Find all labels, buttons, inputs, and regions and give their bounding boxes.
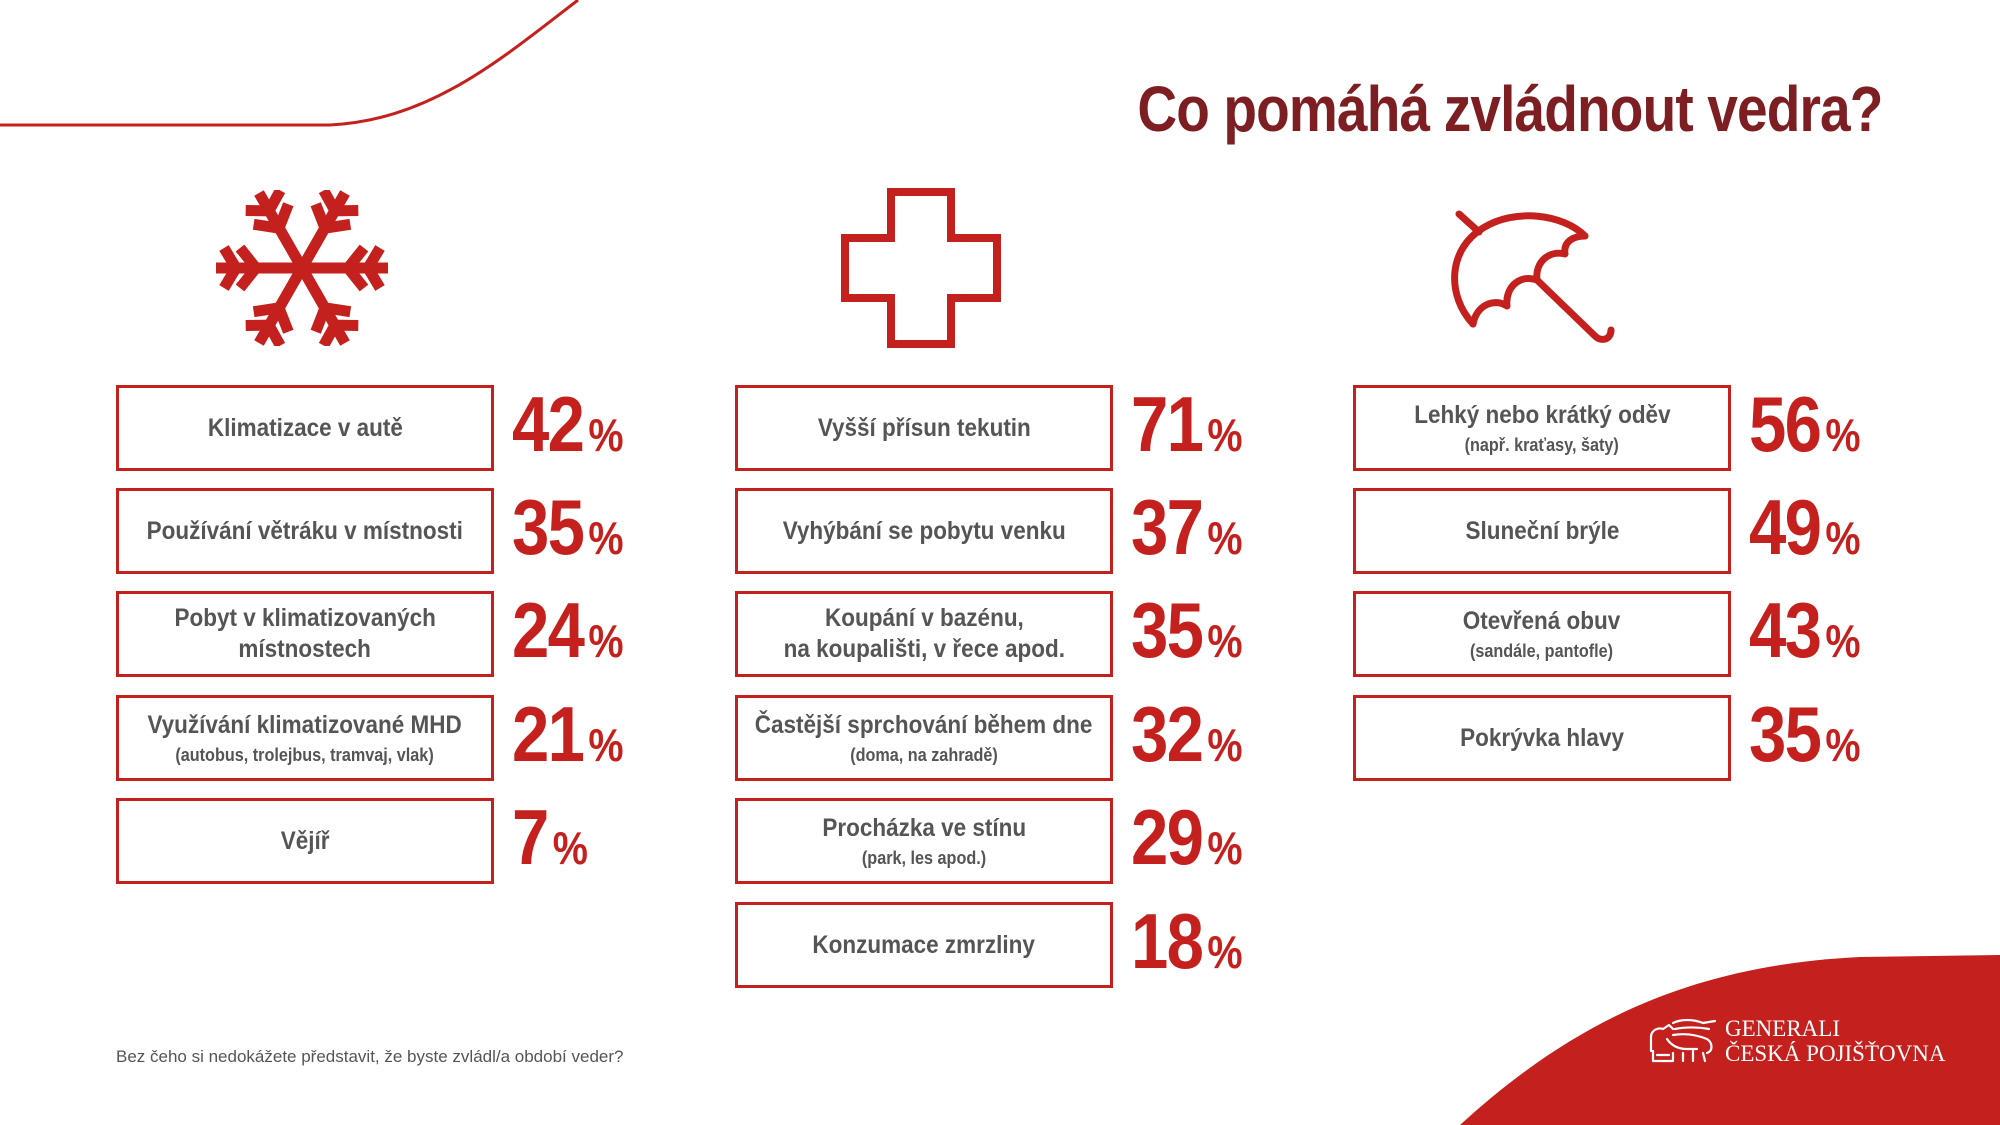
list-item: Procházka ve stínu (park, les apod.) 29% <box>735 793 1295 884</box>
item-label: Využívání klimatizované MHD <box>147 710 463 739</box>
item-percentage: 49% <box>1749 483 1861 571</box>
item-label: Sluneční brýle <box>1465 516 1619 545</box>
list-item: Konzumace zmrzliny 18% <box>735 897 1295 988</box>
umbrella-icon <box>1451 210 1615 343</box>
list-item: Častější sprchování během dne (doma, na … <box>735 690 1295 781</box>
item-box: Konzumace zmrzliny <box>735 902 1113 988</box>
item-sublabel: (park, les apod.) <box>861 847 987 868</box>
lion-logo-icon <box>1649 1018 1717 1063</box>
decorative-curve <box>0 0 579 127</box>
item-box: Koupání v bazénu, na koupališti, v řece … <box>735 591 1113 677</box>
item-sublabel: (doma, na zahradě) <box>850 744 998 765</box>
item-label-line2: místnostech <box>238 635 372 663</box>
item-percentage: 56% <box>1749 380 1861 468</box>
item-label: Klimatizace v autě <box>207 413 403 442</box>
list-item: Vějíř 7% <box>116 793 676 884</box>
item-label: Pobyt v klimatizovaných <box>174 604 436 632</box>
item-label: Koupání v bazénu, <box>824 604 1024 632</box>
medical-cross-icon <box>841 188 1001 348</box>
item-percentage: 71% <box>1131 380 1243 468</box>
logo-line1: GENERALI <box>1725 1016 1840 1041</box>
item-box: Otevřená obuv (sandále, pantofle) <box>1353 591 1731 677</box>
item-label: Častější sprchování během dne <box>755 710 1093 739</box>
item-percentage: 18% <box>1131 897 1243 985</box>
item-label: Používání větráku v místnosti <box>146 516 464 545</box>
item-percentage: 43% <box>1749 586 1861 674</box>
item-label: Vyhýbání se pobytu venku <box>782 516 1066 545</box>
item-box: Pokrývka hlavy <box>1353 695 1731 781</box>
item-percentage: 35% <box>1749 690 1861 778</box>
item-label: Vyšší přísun tekutin <box>817 413 1031 442</box>
item-percentage: 42% <box>512 380 624 468</box>
item-percentage: 24% <box>512 586 624 674</box>
generali-logo: GENERALI ČESKÁ POJIŠŤOVNA <box>1643 1016 1945 1066</box>
item-label: Lehký nebo krátký oděv <box>1413 400 1671 429</box>
list-item: Využívání klimatizované MHD (autobus, tr… <box>116 690 676 781</box>
list-item: Klimatizace v autě 42% <box>116 380 676 471</box>
item-box: Klimatizace v autě <box>116 385 494 471</box>
item-box: Vyhýbání se pobytu venku <box>735 488 1113 574</box>
item-percentage: 7% <box>512 793 588 881</box>
list-item: Pokrývka hlavy 35% <box>1353 690 1913 781</box>
item-label-line2: na koupališti, v řece apod. <box>783 635 1065 663</box>
page-title: Co pomáhá zvládnout vedra? <box>1137 73 1884 145</box>
item-label: Otevřená obuv <box>1463 606 1621 635</box>
item-label: Konzumace zmrzliny <box>812 930 1036 959</box>
list-item: Lehký nebo krátký oděv (např. kraťasy, š… <box>1353 380 1913 471</box>
item-sublabel: (autobus, trolejbus, tramvaj, vlak) <box>175 744 435 765</box>
item-sublabel: (sandále, pantofle) <box>1470 640 1614 661</box>
list-item: Sluneční brýle 49% <box>1353 483 1913 574</box>
item-percentage: 21% <box>512 690 624 778</box>
list-item: Vyšší přísun tekutin 71% <box>735 380 1295 471</box>
item-percentage: 35% <box>512 483 624 571</box>
logo-line2: ČESKÁ POJIŠŤOVNA <box>1725 1041 1946 1066</box>
item-sublabel: (např. kraťasy, šaty) <box>1464 434 1620 455</box>
footnote: Bez čeho si nedokážete představit, že by… <box>116 1047 624 1066</box>
snowflake-icon <box>216 190 388 346</box>
list-item: Pobyt v klimatizovaných místnostech 24% <box>116 586 676 677</box>
item-percentage: 29% <box>1131 793 1243 881</box>
item-percentage: 35% <box>1131 586 1243 674</box>
item-label: Vějíř <box>280 826 330 855</box>
list-item: Otevřená obuv (sandále, pantofle) 43% <box>1353 586 1913 677</box>
list-item: Vyhýbání se pobytu venku 37% <box>735 483 1295 574</box>
item-box: Vějíř <box>116 798 494 884</box>
item-box: Využívání klimatizované MHD (autobus, tr… <box>116 695 494 781</box>
corner-shape <box>1460 955 2000 1125</box>
item-percentage: 32% <box>1131 690 1243 778</box>
item-box: Pobyt v klimatizovaných místnostech <box>116 591 494 677</box>
item-box: Sluneční brýle <box>1353 488 1731 574</box>
item-label: Procházka ve stínu <box>822 813 1026 842</box>
list-item: Používání větráku v místnosti 35% <box>116 483 676 574</box>
item-box: Častější sprchování během dne (doma, na … <box>735 695 1113 781</box>
item-percentage: 37% <box>1131 483 1243 571</box>
item-box: Používání větráku v místnosti <box>116 488 494 574</box>
list-item: Koupání v bazénu, na koupališti, v řece … <box>735 586 1295 677</box>
item-box: Vyšší přísun tekutin <box>735 385 1113 471</box>
item-label: Pokrývka hlavy <box>1460 723 1624 752</box>
item-box: Procházka ve stínu (park, les apod.) <box>735 798 1113 884</box>
item-box: Lehký nebo krátký oděv (např. kraťasy, š… <box>1353 385 1731 471</box>
